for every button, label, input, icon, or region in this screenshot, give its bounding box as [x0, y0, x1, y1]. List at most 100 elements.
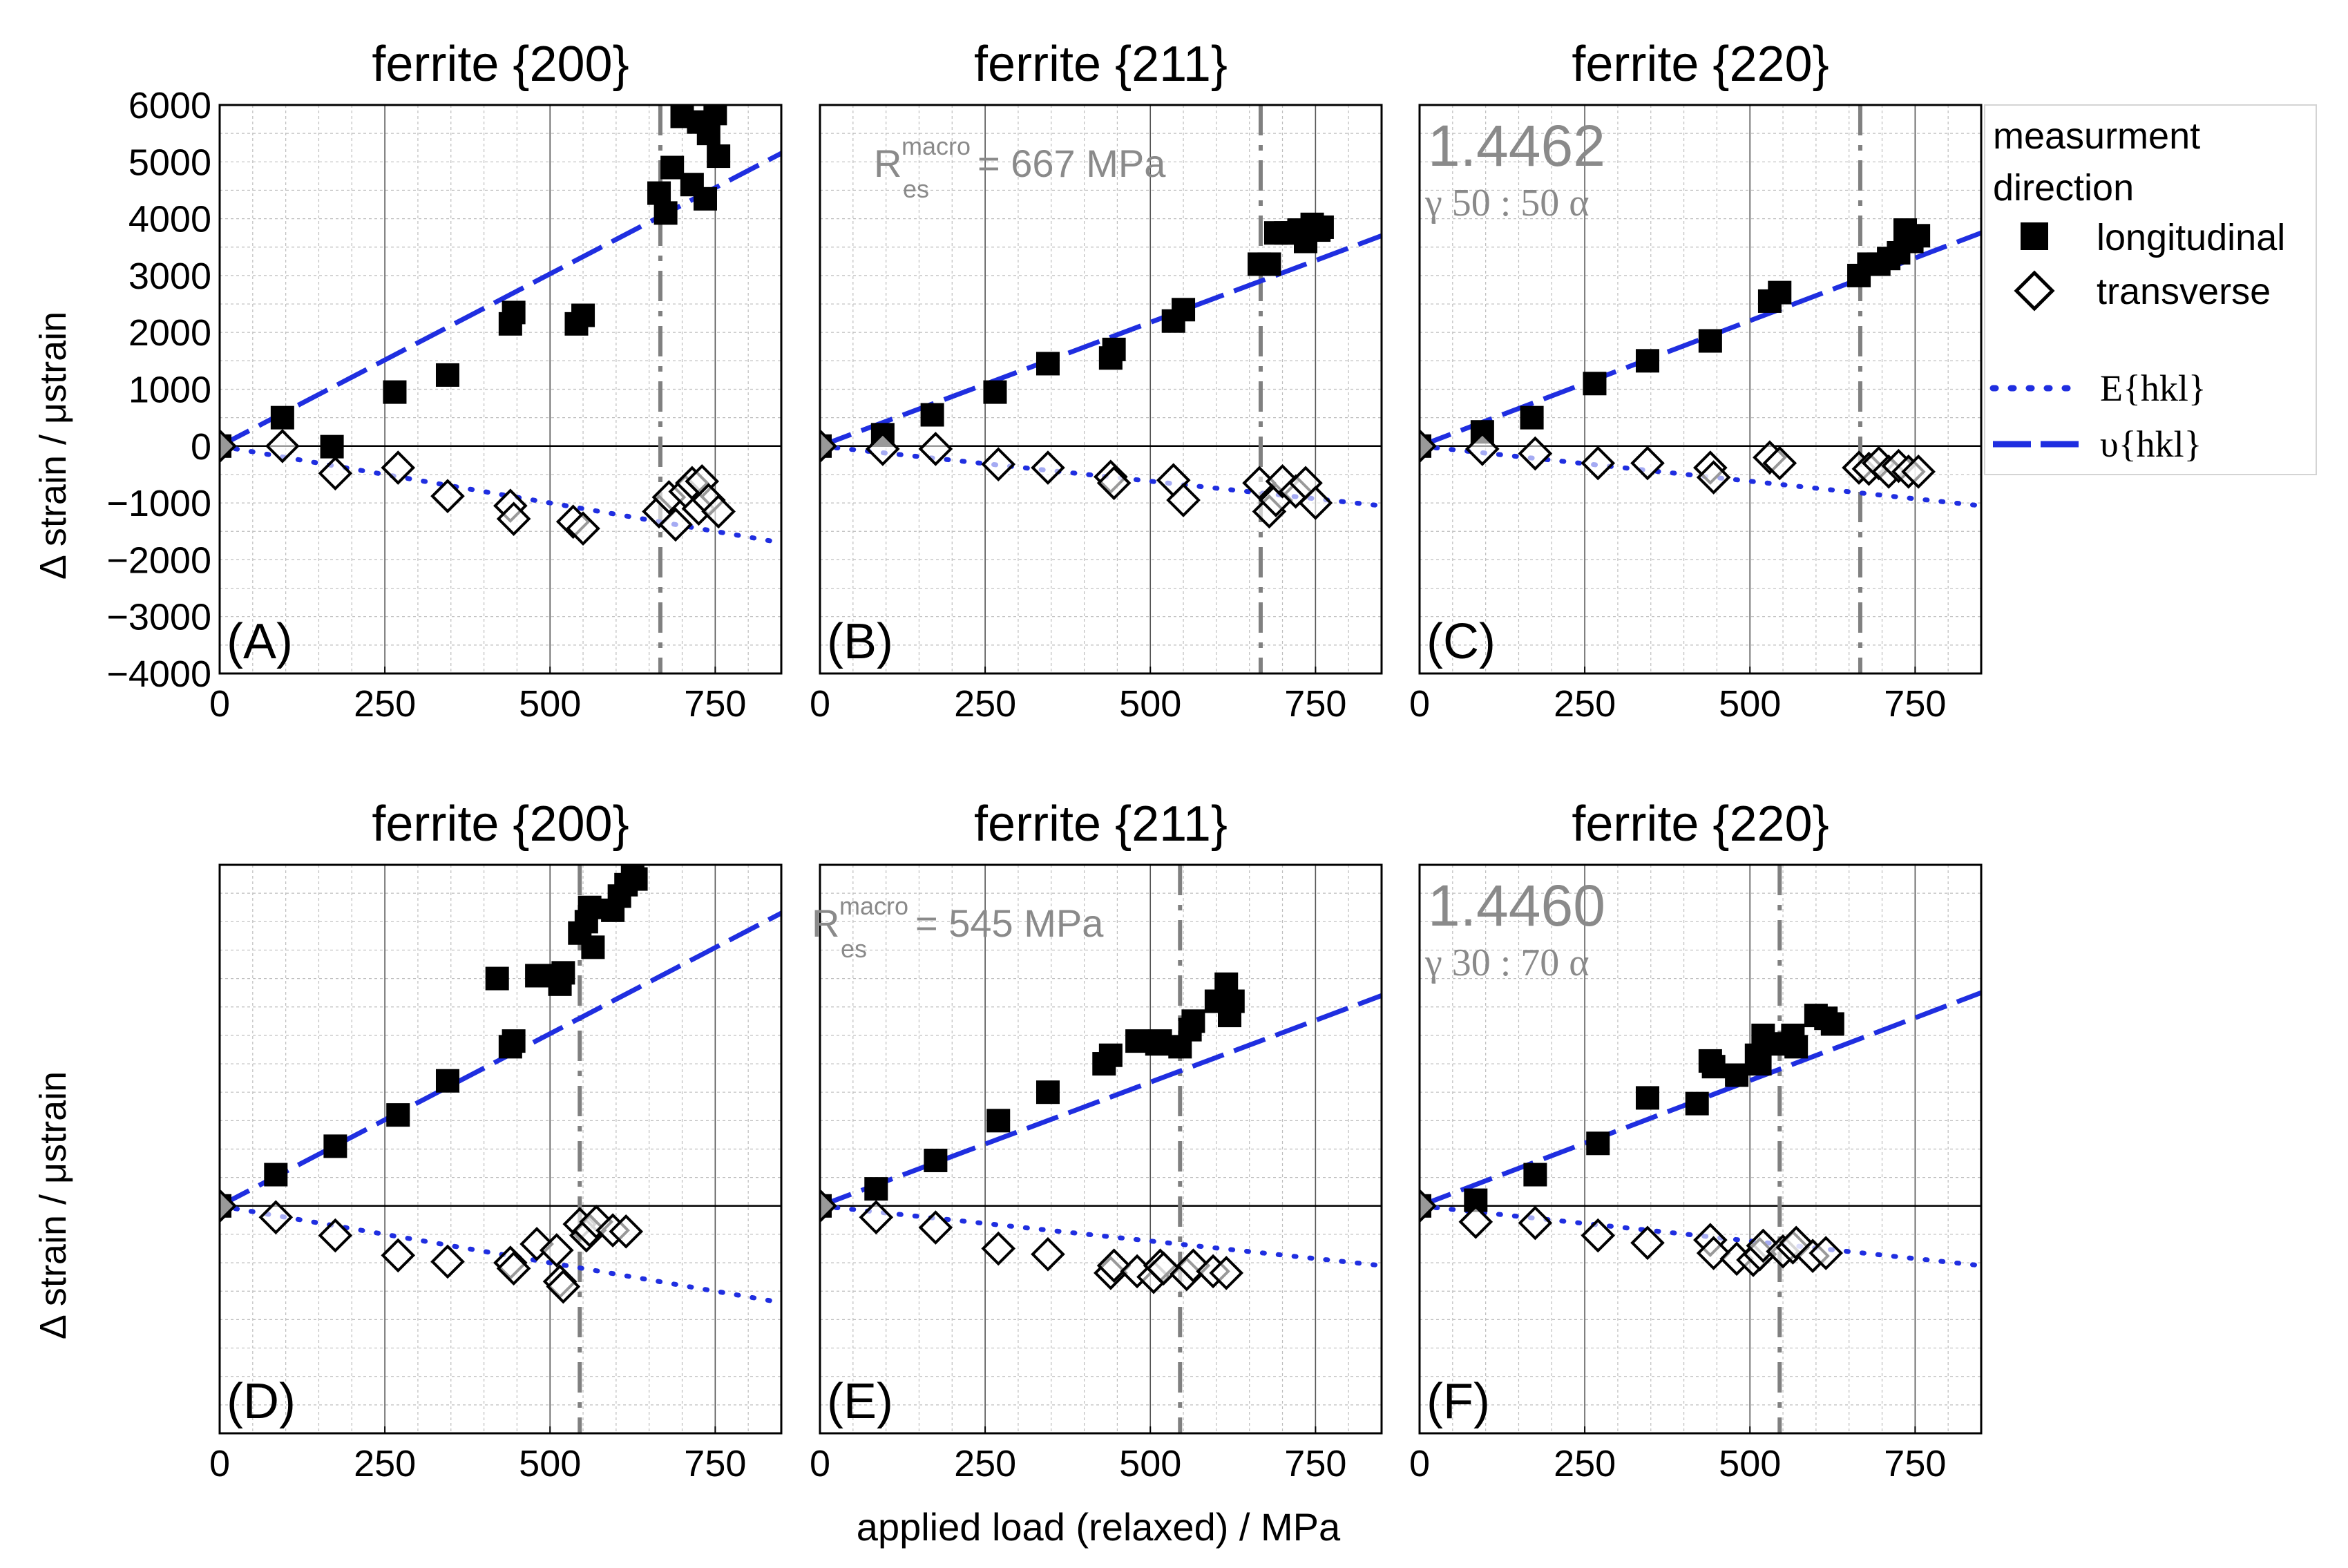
longitudinal-point — [1635, 1086, 1659, 1110]
x-tick-label: 750 — [1284, 1443, 1346, 1484]
rmacro-annotation-subscript: es — [841, 935, 867, 963]
phase-ratio-annotation: γ 30 : 70 α — [1424, 941, 1590, 984]
panel-label: (C) — [1426, 614, 1496, 669]
panel-title: ferrite {200} — [372, 796, 629, 852]
longitudinal-point — [1102, 337, 1126, 361]
transverse-point — [820, 428, 837, 463]
x-tick-label: 250 — [1554, 1443, 1616, 1484]
legend-longitudinal-label: longitudinal — [2097, 217, 2285, 258]
rmacro-annotation-value: = 545 MPa — [915, 901, 1104, 945]
material-annotation: 1.4462 — [1428, 113, 1605, 178]
panel-frame — [1418, 104, 1983, 675]
longitudinal-point — [1310, 215, 1334, 239]
longitudinal-point — [1784, 1035, 1808, 1059]
panels-group: ferrite {200}(A)0 250 500 75060005000400030… — [106, 37, 1983, 1484]
longitudinal-point — [1035, 1080, 1060, 1105]
transverse-point — [1518, 436, 1553, 471]
x-tick-label: 500 — [1719, 683, 1781, 725]
transverse-point — [1420, 1188, 1437, 1223]
longitudinal-point — [694, 187, 718, 211]
y-tick-label: 4000 — [128, 199, 211, 240]
transverse-point — [381, 1238, 416, 1273]
panel-data — [1420, 218, 1981, 508]
y-tick-label: 0 — [191, 426, 211, 468]
legend-transverse-label: transverse — [2097, 271, 2271, 312]
y-tick-label: 3000 — [128, 256, 211, 297]
longitudinal-point — [864, 1177, 888, 1201]
x-tick-label: 250 — [1554, 683, 1616, 725]
rmacro-annotation-symbol: R — [874, 142, 901, 185]
longitudinal-point — [1685, 1091, 1709, 1116]
transverse-point — [258, 1200, 294, 1235]
x-tick-label: 500 — [519, 683, 581, 725]
x-tick-label: 500 — [1119, 683, 1181, 725]
x-tick-label: 0 — [1409, 683, 1430, 725]
fit-line-e-hkl — [820, 443, 1382, 508]
transverse-point — [220, 1188, 237, 1223]
longitudinal-point — [270, 405, 294, 430]
y-tick-label: 1000 — [128, 370, 211, 411]
panel-data — [220, 865, 781, 1306]
panel-label: (D) — [227, 1374, 296, 1429]
transverse-point — [318, 1218, 353, 1253]
longitudinal-point — [323, 1134, 347, 1158]
transverse-point — [859, 1200, 894, 1235]
longitudinal-point — [703, 105, 727, 126]
transverse-point — [1031, 450, 1065, 485]
longitudinal-point — [1725, 1063, 1749, 1087]
panel-e: ferrite {211} (E) 0 250 500 750 R macro es = 545 … — [810, 796, 1383, 1484]
fit-line-e-hkl — [1420, 443, 1981, 508]
phase-ratio-annotation: γ 50 : 50 α — [1424, 182, 1590, 224]
longitudinal-point — [264, 1163, 288, 1187]
panel-data — [1420, 990, 1981, 1277]
transverse-point — [1630, 446, 1665, 481]
y-tick-label: −2000 — [106, 539, 211, 581]
x-tick-label: 250 — [954, 1443, 1016, 1484]
fit-line-e-hkl — [1420, 1203, 1981, 1268]
transverse-point — [701, 494, 736, 529]
transverse-point — [1696, 1236, 1731, 1270]
transverse-point — [1298, 486, 1333, 520]
transverse-point — [918, 432, 953, 466]
panel-label: (F) — [1426, 1374, 1490, 1429]
longitudinal-point — [1768, 280, 1792, 305]
longitudinal-point — [1523, 1163, 1547, 1187]
rmacro-annotation-value: = 667 MPa — [977, 142, 1166, 185]
transverse-point — [1808, 1236, 1844, 1270]
x-tick-label: 0 — [810, 1443, 830, 1484]
panel-data — [220, 105, 781, 546]
longitudinal-point — [502, 1029, 526, 1053]
panel-label: (B) — [827, 614, 893, 669]
longitudinal-point — [920, 403, 944, 427]
x-tick-label: 250 — [354, 683, 416, 725]
transverse-point — [866, 432, 900, 466]
longitudinal-point — [1125, 1029, 1149, 1053]
longitudinal-point — [1221, 989, 1245, 1013]
transverse-point — [1901, 455, 1936, 489]
longitudinal-point — [1257, 252, 1281, 276]
panel-frame — [218, 863, 783, 1435]
y-tick-label: −1000 — [106, 483, 211, 524]
transverse-point — [1696, 460, 1731, 495]
panel-d: ferrite {200} (D) 0 250 500 750 — [209, 796, 783, 1484]
transverse-point — [1518, 1205, 1553, 1241]
panel-data — [820, 212, 1382, 529]
transverse-point — [1458, 1205, 1493, 1239]
transverse-point — [1581, 1218, 1616, 1253]
longitudinal-point — [578, 895, 602, 919]
longitudinal-point — [571, 303, 595, 327]
fit-line-nu-hkl — [820, 233, 1382, 449]
transverse-point — [658, 507, 693, 542]
transverse-point — [1096, 466, 1132, 501]
panel-title: ferrite {220} — [1572, 796, 1829, 852]
transverse-point — [1209, 1256, 1244, 1290]
panel-label: (A) — [227, 614, 293, 669]
transverse-point — [1031, 1236, 1065, 1272]
transverse-point — [918, 1210, 953, 1245]
x-tick-label: 500 — [1119, 1443, 1181, 1484]
panel-b: ferrite {211} (B) 0 250 500 750 R macro es = 667 … — [810, 37, 1383, 725]
transverse-point — [1465, 432, 1500, 466]
longitudinal-point — [1035, 352, 1060, 376]
transverse-point — [609, 1214, 644, 1249]
